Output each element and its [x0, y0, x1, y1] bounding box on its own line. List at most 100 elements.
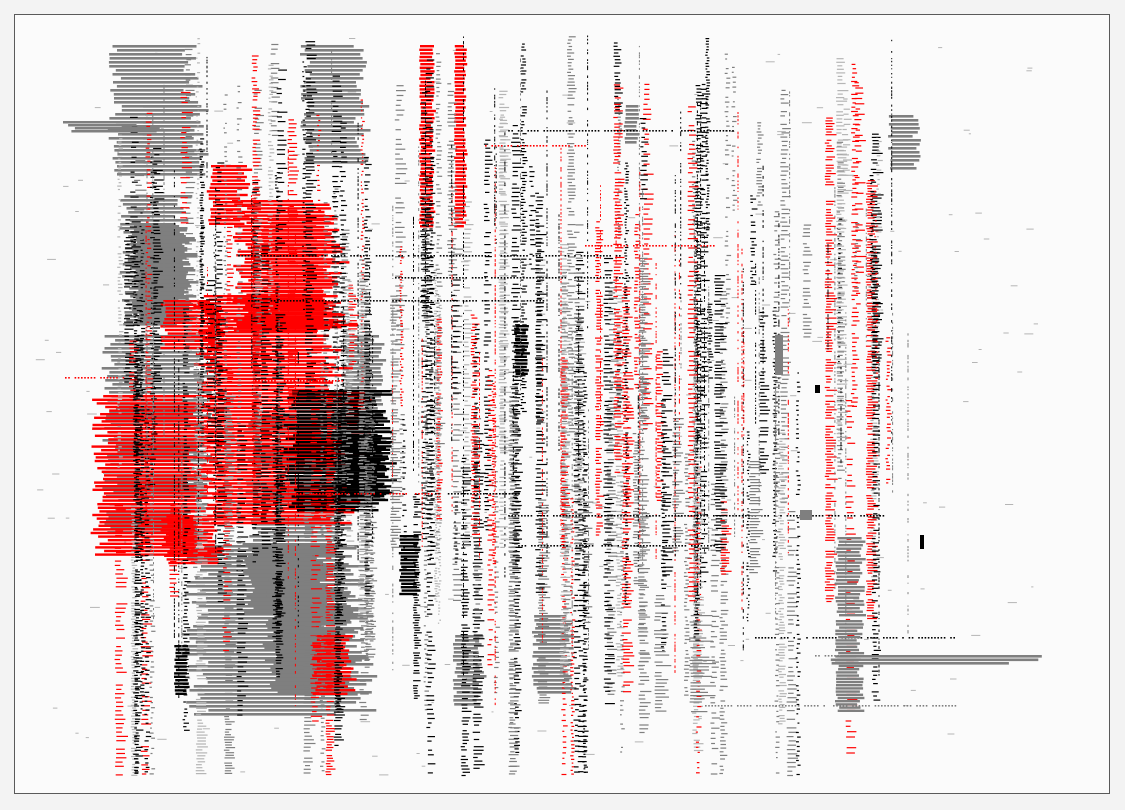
tick-mark	[644, 133, 650, 135]
tick-mark	[837, 469, 845, 471]
tick-mark	[224, 579, 232, 581]
tick-mark	[437, 125, 442, 127]
tick-mark	[536, 412, 544, 414]
stripe-bar	[305, 77, 364, 80]
stripe-bar	[266, 272, 331, 275]
tick-mark	[701, 308, 706, 310]
tick-mark	[492, 383, 495, 385]
stripe-bar	[113, 93, 196, 96]
tick-mark	[424, 466, 428, 468]
tick-mark	[223, 561, 229, 563]
tick-mark	[692, 593, 699, 595]
tick-mark	[342, 236, 349, 238]
tick-mark	[237, 594, 245, 596]
tick-mark	[623, 313, 630, 315]
tick-mark	[638, 399, 645, 401]
tick-mark	[692, 144, 695, 146]
tick-mark	[324, 390, 330, 392]
tick-mark	[608, 323, 616, 325]
tick-mark	[701, 509, 706, 511]
stripe-bar	[208, 621, 352, 624]
tick-mark	[639, 411, 644, 413]
tick-mark	[277, 111, 288, 113]
tick-mark	[571, 538, 574, 540]
tick-mark	[701, 499, 706, 501]
tick-mark	[472, 527, 478, 529]
tick-mark	[622, 573, 629, 576]
tick-mark	[559, 308, 568, 310]
stripe-bar	[184, 593, 350, 596]
tick-mark	[435, 116, 440, 118]
stripe-bar	[117, 165, 205, 168]
tick-mark	[370, 529, 374, 531]
tick-mark	[638, 668, 644, 670]
tick-mark	[781, 272, 789, 274]
tick-mark	[436, 213, 440, 215]
tick-mark	[561, 506, 566, 508]
tick-mark	[616, 298, 624, 300]
tick-mark	[493, 530, 497, 532]
tick-mark	[788, 684, 797, 686]
tick-mark	[837, 363, 842, 365]
stripe-bar	[208, 219, 241, 222]
tick-mark	[539, 533, 547, 535]
haze-mark	[864, 638, 869, 640]
haze-mark	[963, 129, 970, 131]
tick-mark	[637, 610, 646, 612]
stripe-bar	[92, 423, 199, 427]
tick-mark	[422, 132, 427, 134]
stripe-bar	[313, 671, 352, 674]
tick-mark	[643, 163, 650, 165]
tick-mark	[836, 171, 846, 173]
tick-mark	[563, 714, 566, 716]
tick-mark	[270, 82, 279, 84]
tick-mark	[288, 339, 298, 341]
tick-mark	[538, 625, 550, 628]
tick-mark	[624, 440, 627, 442]
tick-mark	[473, 519, 483, 521]
tick-mark	[227, 339, 235, 341]
tick-mark	[484, 272, 488, 274]
stripe-bar	[891, 155, 921, 158]
haze-mark	[75, 211, 79, 212]
haze-mark	[421, 765, 426, 767]
tick-mark	[341, 365, 351, 367]
tick-mark	[424, 699, 429, 701]
tick-mark	[484, 171, 489, 173]
tick-mark	[720, 736, 725, 738]
tick-mark	[606, 434, 612, 436]
tick-mark	[578, 497, 585, 499]
tick-mark	[623, 564, 634, 566]
tick-mark	[638, 352, 646, 354]
tick-mark	[562, 452, 569, 454]
tick-mark	[475, 351, 481, 354]
tick-mark	[510, 704, 521, 706]
tick-mark	[473, 738, 480, 741]
tick-mark	[227, 326, 234, 328]
tick-mark	[224, 646, 232, 648]
tick-mark	[638, 652, 650, 654]
tick-mark	[620, 546, 623, 548]
tick-mark	[226, 281, 231, 283]
haze-mark	[420, 69, 426, 71]
stripe-bar	[164, 328, 224, 332]
tick-mark	[422, 477, 426, 479]
tick-mark	[539, 546, 550, 549]
stripe-bar	[400, 555, 419, 558]
tick-mark	[836, 199, 844, 201]
tick-mark	[836, 323, 848, 325]
tick-mark	[606, 510, 617, 512]
tick-mark	[788, 597, 795, 599]
stripe-bar	[140, 145, 193, 148]
tick-mark	[700, 88, 707, 90]
tick-mark	[700, 514, 708, 516]
tick-mark	[571, 593, 573, 595]
tick-mark	[436, 315, 441, 317]
tick-mark	[608, 655, 615, 657]
tick-mark	[624, 224, 627, 226]
tick-mark	[425, 345, 430, 347]
tick-mark	[473, 645, 484, 647]
tick-mark	[837, 243, 841, 245]
tick-mark	[346, 473, 354, 475]
tick-mark	[720, 519, 728, 521]
